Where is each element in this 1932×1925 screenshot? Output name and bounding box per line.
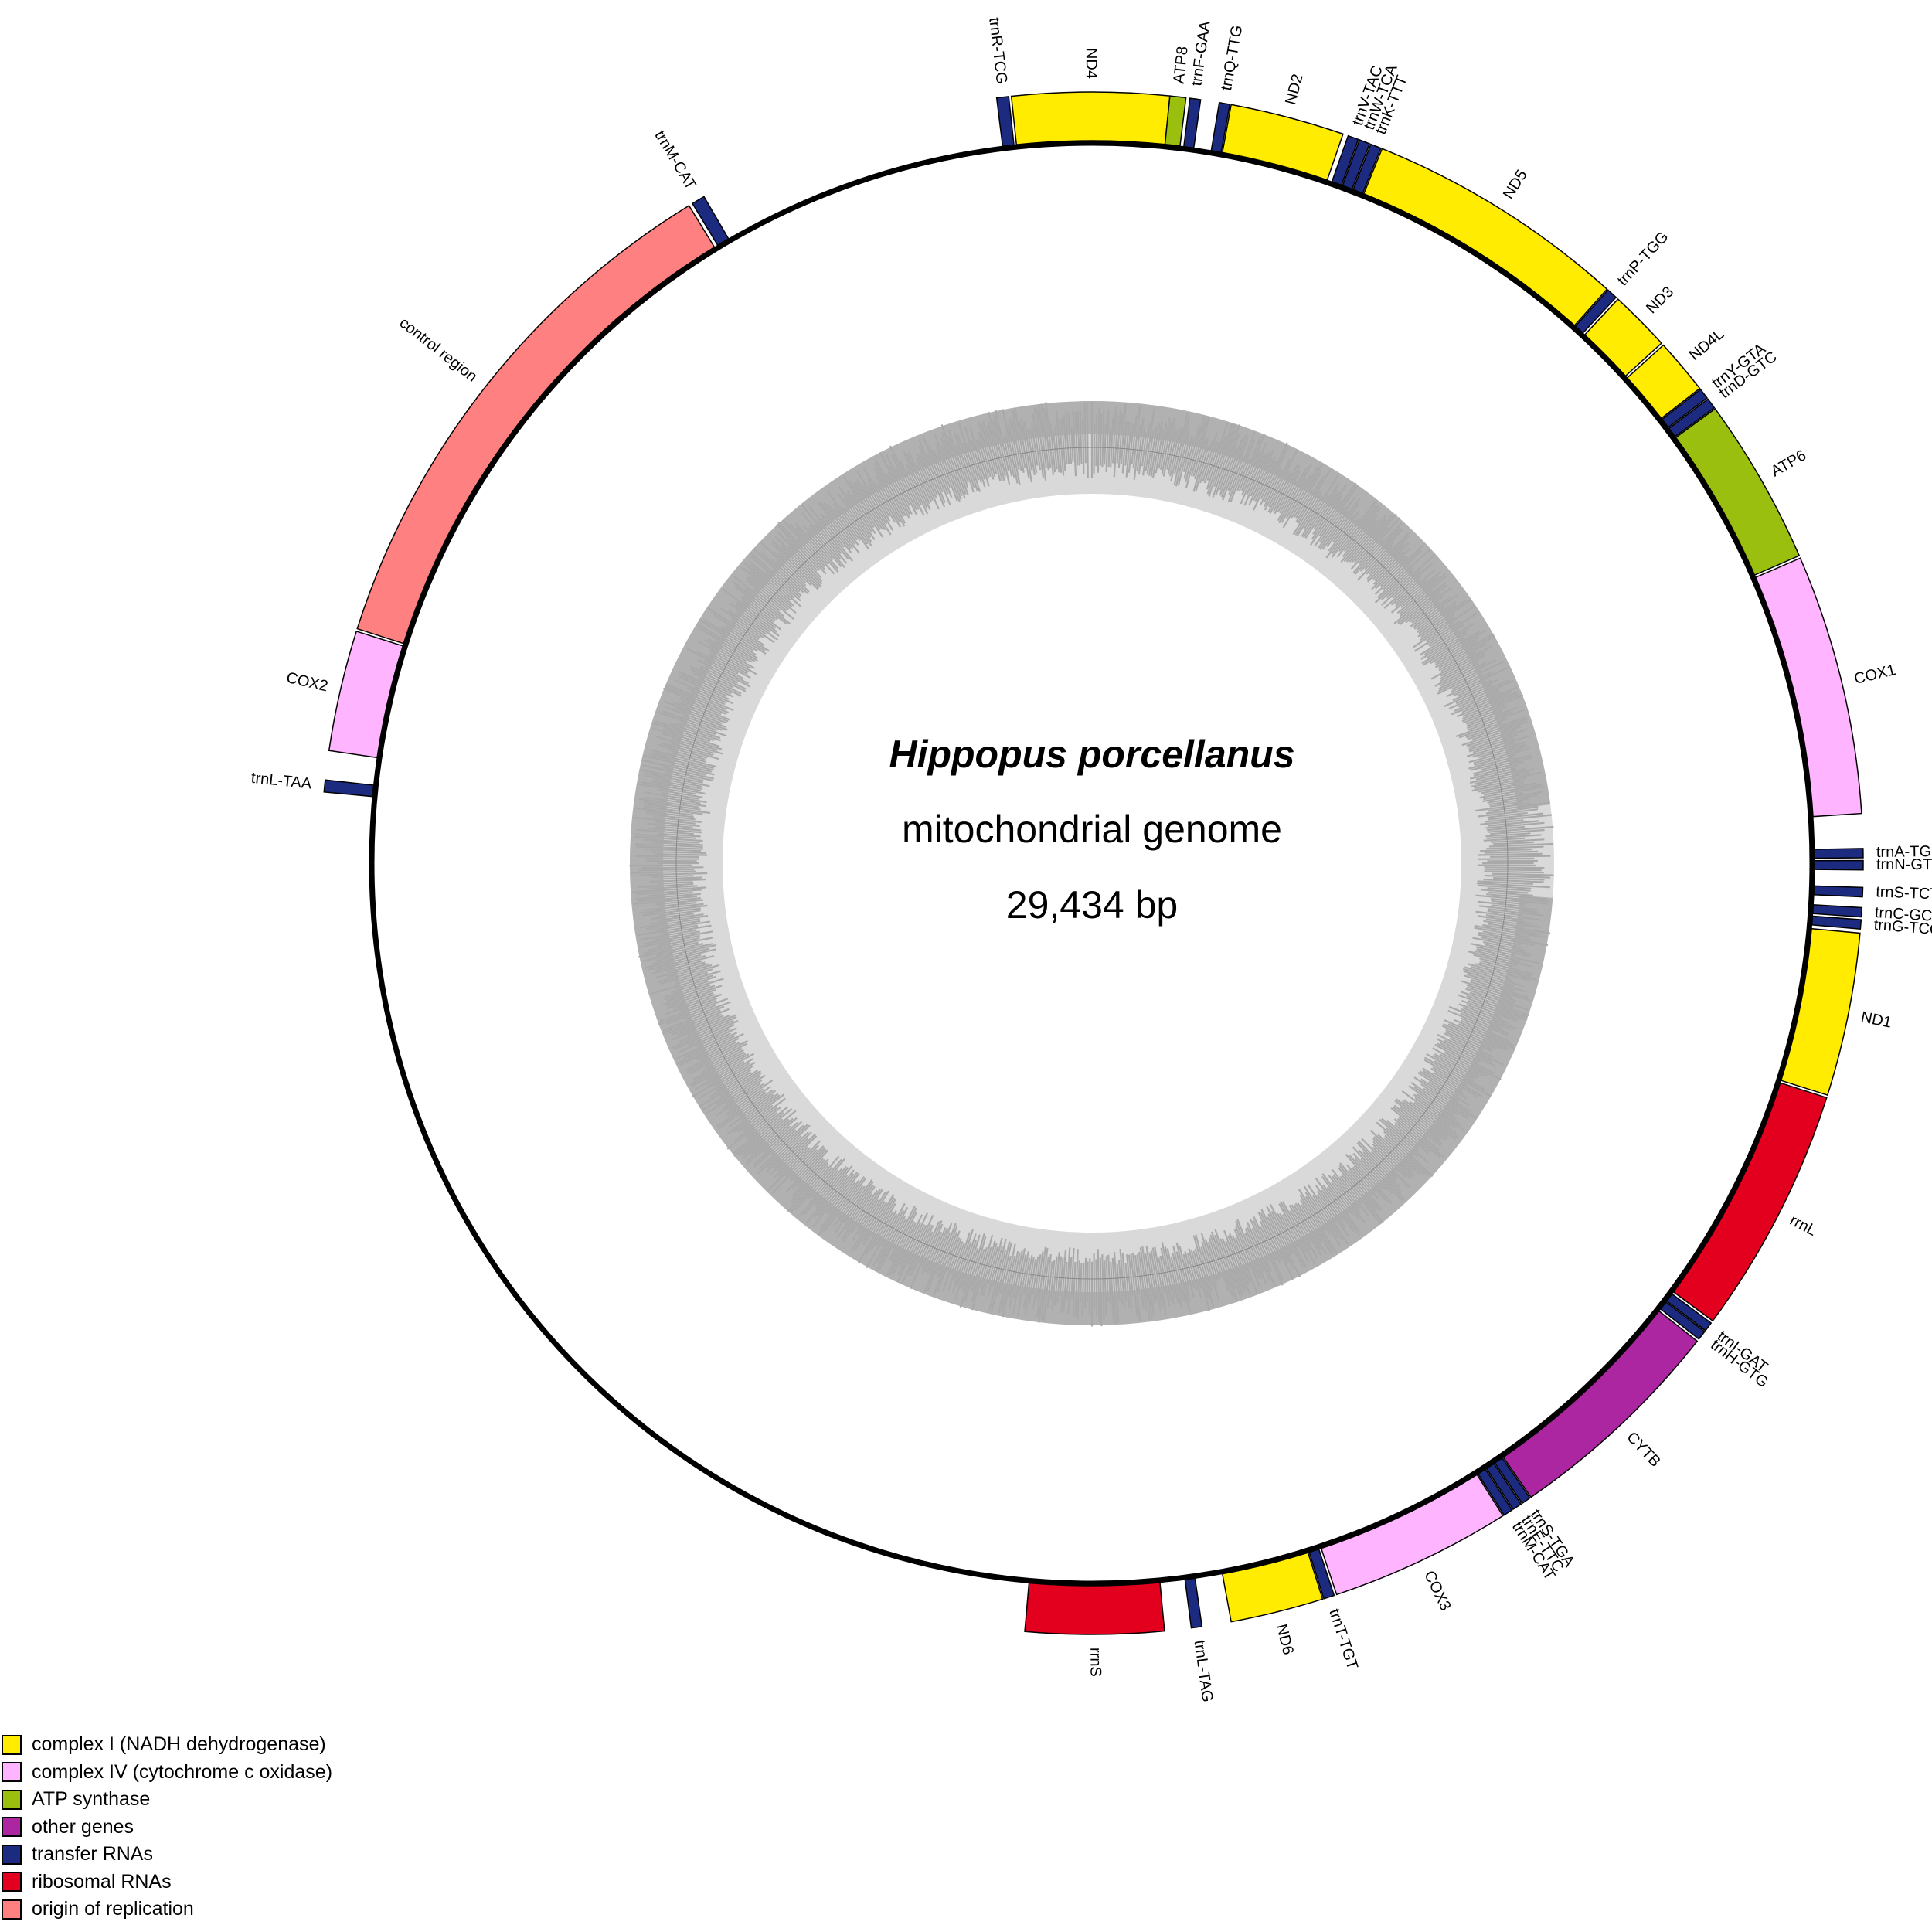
legend-item: ATP synthase [2, 1786, 332, 1814]
gene-block-trns-tga [1494, 1457, 1531, 1505]
gene-features [323, 91, 1864, 1635]
gene-block-nd5 [1362, 148, 1608, 327]
gene-block-trnm-cat [1477, 1468, 1513, 1516]
gene-label: ND1 [1859, 1008, 1893, 1031]
gene-block-trnh-gtg [1659, 1301, 1706, 1340]
gene-block-nd1 [1780, 927, 1861, 1097]
legend-swatch [2, 1762, 22, 1783]
gene-label: trnA-TGC [1876, 843, 1932, 861]
legend-label: ribosomal RNAs [32, 1870, 172, 1893]
gene-label: ND6 [1273, 1622, 1297, 1656]
gene-label: trnQ-TTG [1218, 24, 1246, 92]
gene-label: trnL-TAA [250, 770, 313, 793]
gene-block-trnt-tgt [1308, 1548, 1335, 1600]
gene-block-trnl-taa [323, 779, 375, 798]
gene-block-trnl-tag [1184, 1577, 1203, 1629]
gene-label: ATP8 [1170, 46, 1191, 85]
legend-item: other genes [2, 1814, 332, 1842]
gene-label: control region [396, 315, 481, 386]
gene-block-cox3 [1320, 1474, 1504, 1596]
species-name: Hippopus porcellanus [889, 733, 1294, 776]
gene-label: rrnS [1087, 1648, 1104, 1677]
legend-item: transfer RNAs [2, 1841, 332, 1869]
gene-block-trnc-gca [1811, 904, 1863, 918]
gene-label: COX1 [1852, 662, 1897, 688]
gene-block-trna-tgc [1814, 848, 1864, 859]
gene-label: trnF-GAA [1188, 19, 1213, 87]
genome-subtitle: mitochondrial genome [902, 808, 1282, 851]
gene-block-trni-gat [1665, 1293, 1713, 1332]
gene-label: trnP-TGG [1614, 229, 1672, 290]
gene-label: ND3 [1643, 284, 1677, 318]
genome-length: 29,434 bp [1006, 883, 1178, 927]
gene-label: trnM-CAT [651, 128, 699, 192]
gene-label: trnR-TCG [985, 16, 1010, 85]
legend-label: complex I (NADH dehydrogenase) [32, 1733, 326, 1756]
gc-ring-inner-hole [723, 494, 1461, 1233]
gene-block-nd4 [1010, 91, 1171, 145]
gene-block-nd3 [1583, 298, 1663, 377]
gene-block-trnr-tcg [995, 96, 1015, 148]
legend-label: complex IV (cytochrome c oxidase) [32, 1760, 333, 1783]
gene-block-trnd-gtc [1668, 398, 1716, 437]
gene-block-trns-tct [1813, 885, 1864, 898]
legend: complex I (NADH dehydrogenase) complex IV… [2, 1731, 332, 1923]
gene-block-trny-gta [1661, 388, 1709, 429]
gene-block-cox2 [328, 630, 404, 759]
gene-block-nd4l [1626, 344, 1701, 420]
gene-block-rrns [1024, 1582, 1165, 1635]
gene-block-cytb [1502, 1310, 1699, 1498]
legend-swatch [2, 1817, 22, 1838]
gc-midline [675, 447, 1509, 1280]
gene-block-atp8 [1164, 95, 1187, 147]
gene-block-trnm-cat [691, 196, 730, 247]
gene-label: ND2 [1282, 73, 1306, 107]
legend-swatch [2, 1789, 22, 1810]
genome-backbone-circle [369, 140, 1815, 1587]
legend-item: complex IV (cytochrome c oxidase) [2, 1759, 332, 1787]
gene-label: trnN-GTT [1876, 856, 1932, 873]
gene-block-trng-tcc [1811, 915, 1862, 930]
legend-swatch [2, 1899, 22, 1920]
legend-item: complex I (NADH dehydrogenase) [2, 1731, 332, 1759]
gene-label: CYTB [1623, 1429, 1664, 1471]
gene-label: ND5 [1500, 167, 1531, 202]
legend-swatch [2, 1844, 22, 1865]
gene-label: ATP6 [1768, 447, 1809, 480]
gene-block-rrnl [1672, 1082, 1828, 1322]
gene-block-trnf-gaa [1182, 97, 1202, 149]
gene-label: COX2 [284, 669, 329, 696]
gene-block-nd6 [1221, 1552, 1324, 1623]
gene-label: trnS-TCT [1876, 883, 1932, 903]
legend-label: origin of replication [32, 1898, 194, 1920]
gene-label: ND4L [1686, 325, 1727, 364]
gene-block-trnk-ttt [1352, 143, 1382, 195]
gene-block-trnv-tac [1331, 134, 1359, 186]
legend-label: other genes [32, 1815, 134, 1838]
gene-block-nd2 [1221, 104, 1344, 181]
gene-label: ND4 [1083, 48, 1100, 79]
gene-block-trne-ttc [1485, 1462, 1522, 1511]
gene-block-trnw-tca [1342, 139, 1371, 190]
gene-block-control-region [356, 205, 716, 645]
gene-block-trnp-tgg [1574, 289, 1617, 335]
legend-item: origin of replication [2, 1896, 332, 1923]
gene-block-trnq-ttg [1210, 101, 1231, 153]
gene-label: trnL-TAG [1191, 1639, 1216, 1703]
legend-label: transfer RNAs [32, 1843, 153, 1865]
gene-label: COX3 [1420, 1568, 1454, 1614]
gene-block-trnn-gtt [1814, 859, 1864, 871]
gc-content-ring [629, 400, 1554, 1327]
gene-label: trnG-TCC [1873, 917, 1932, 939]
gene-label: trnT-TGT [1325, 1607, 1361, 1672]
gene-block-atp6 [1675, 407, 1801, 576]
gene-block-cox1 [1754, 557, 1862, 818]
legend-swatch [2, 1872, 22, 1893]
legend-swatch [2, 1734, 22, 1755]
gene-label: rrnL [1787, 1212, 1819, 1240]
legend-item: ribosomal RNAs [2, 1869, 332, 1896]
legend-label: ATP synthase [32, 1788, 151, 1811]
